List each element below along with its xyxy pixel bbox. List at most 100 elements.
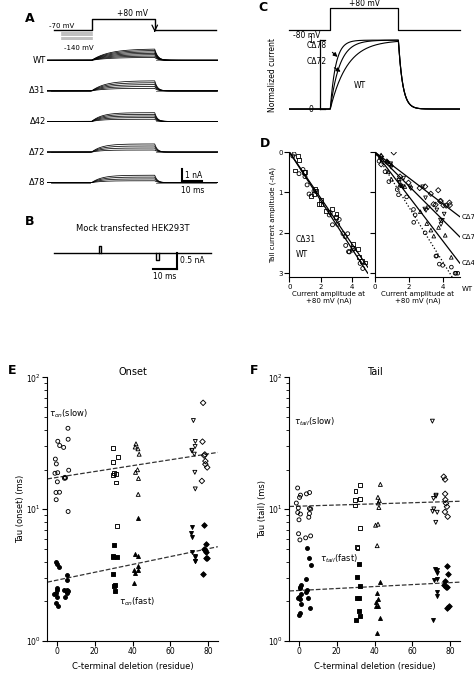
Point bbox=[421, 227, 429, 238]
Point bbox=[294, 151, 302, 162]
Point bbox=[451, 268, 459, 279]
Point bbox=[111, 579, 119, 590]
Point bbox=[310, 186, 318, 196]
Point bbox=[296, 582, 304, 593]
Point bbox=[353, 542, 361, 553]
Point bbox=[345, 246, 352, 257]
Point bbox=[376, 479, 384, 490]
Point bbox=[55, 561, 63, 572]
Point bbox=[356, 523, 364, 534]
Point bbox=[406, 181, 414, 192]
Point bbox=[135, 489, 142, 500]
Point bbox=[54, 436, 62, 447]
Text: CΔ78: CΔ78 bbox=[462, 213, 474, 220]
Point bbox=[378, 154, 386, 165]
X-axis label: C-terminal deletion (residue): C-terminal deletion (residue) bbox=[314, 662, 436, 671]
Point bbox=[307, 503, 315, 514]
Point bbox=[297, 599, 304, 610]
Point bbox=[201, 450, 208, 461]
Point bbox=[430, 231, 438, 241]
Point bbox=[188, 445, 196, 456]
Point bbox=[53, 494, 60, 505]
Point bbox=[443, 581, 451, 592]
Point bbox=[110, 468, 118, 479]
Point bbox=[50, 589, 58, 599]
Point bbox=[332, 211, 340, 222]
Point bbox=[188, 532, 196, 543]
Point bbox=[328, 204, 336, 215]
Point bbox=[354, 543, 361, 554]
Point bbox=[356, 258, 364, 269]
Point bbox=[447, 252, 455, 263]
Point bbox=[191, 449, 198, 460]
Text: Normalized current: Normalized current bbox=[268, 38, 277, 112]
Text: F: F bbox=[250, 364, 259, 377]
Point bbox=[306, 508, 313, 519]
Text: 0.5 nA: 0.5 nA bbox=[180, 256, 205, 265]
Point bbox=[388, 174, 395, 185]
Point bbox=[297, 593, 304, 604]
Text: C: C bbox=[259, 1, 268, 14]
Point bbox=[393, 184, 401, 195]
Point bbox=[381, 166, 389, 177]
Point bbox=[52, 454, 59, 464]
Point bbox=[405, 177, 412, 188]
Point bbox=[384, 166, 392, 177]
Point bbox=[429, 506, 437, 517]
Point bbox=[200, 520, 208, 531]
Point bbox=[436, 258, 443, 269]
Point bbox=[188, 528, 195, 539]
Point bbox=[56, 487, 64, 498]
Point bbox=[375, 155, 383, 166]
Point bbox=[377, 149, 385, 160]
Point bbox=[443, 561, 451, 572]
Point bbox=[430, 198, 438, 209]
Y-axis label: Tau (tail) (ms): Tau (tail) (ms) bbox=[258, 480, 267, 538]
Point bbox=[109, 457, 117, 468]
Point bbox=[374, 628, 381, 639]
Point bbox=[387, 158, 394, 169]
Point bbox=[444, 569, 451, 580]
Text: D: D bbox=[260, 137, 270, 150]
Point bbox=[398, 180, 406, 191]
Point bbox=[53, 585, 61, 596]
Point bbox=[446, 200, 454, 211]
Point bbox=[302, 533, 310, 544]
Point bbox=[333, 209, 340, 220]
Point bbox=[301, 166, 309, 177]
Point bbox=[110, 539, 118, 550]
Point bbox=[349, 238, 357, 249]
Point bbox=[437, 219, 445, 230]
Point bbox=[134, 561, 142, 572]
Point bbox=[432, 490, 440, 501]
Point bbox=[305, 512, 312, 522]
Point bbox=[356, 610, 364, 621]
Point bbox=[302, 587, 310, 597]
Y-axis label: Tail current amplitude (-nA): Tail current amplitude (-nA) bbox=[269, 166, 276, 263]
Point bbox=[136, 449, 143, 460]
Point bbox=[355, 252, 363, 263]
Point bbox=[376, 612, 384, 623]
Text: +80 mV: +80 mV bbox=[349, 0, 380, 8]
Point bbox=[376, 576, 383, 587]
Point bbox=[410, 217, 418, 228]
Point bbox=[432, 199, 439, 210]
Point bbox=[290, 149, 298, 160]
Point bbox=[134, 443, 142, 454]
Point bbox=[356, 494, 364, 505]
Point bbox=[304, 543, 311, 554]
Point bbox=[395, 175, 402, 186]
Point bbox=[191, 556, 199, 567]
Text: Δ42: Δ42 bbox=[29, 117, 46, 126]
Point bbox=[53, 582, 61, 593]
Point bbox=[341, 231, 349, 242]
Point bbox=[294, 507, 301, 518]
Point bbox=[374, 498, 382, 509]
Point bbox=[295, 529, 302, 539]
Point bbox=[444, 512, 452, 522]
Point bbox=[355, 558, 363, 569]
Point bbox=[315, 198, 323, 209]
Point bbox=[131, 441, 139, 452]
Point bbox=[442, 498, 450, 509]
Point bbox=[132, 439, 140, 449]
